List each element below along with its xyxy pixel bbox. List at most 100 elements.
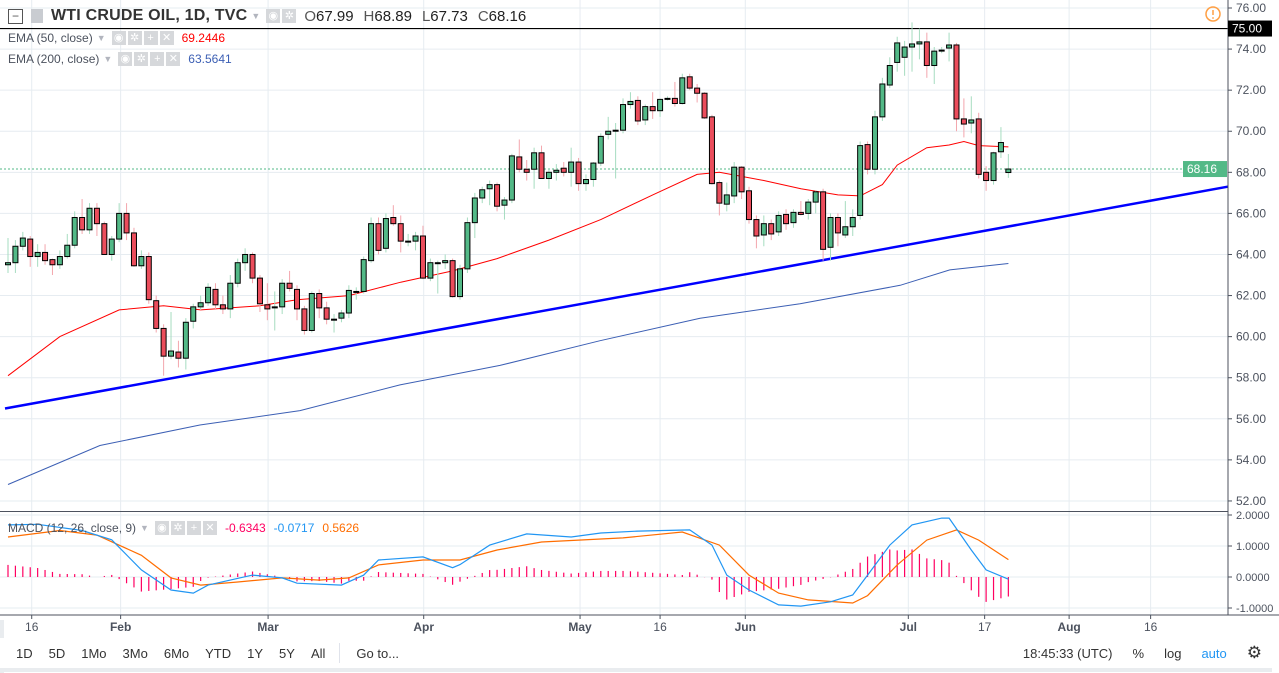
alert-icon[interactable] — [1205, 6, 1221, 22]
gear-icon[interactable]: ✲ — [127, 31, 142, 45]
chevron-down-icon[interactable]: ▼ — [251, 11, 261, 21]
log-toggle[interactable]: log — [1164, 645, 1182, 661]
range-all[interactable]: All — [310, 645, 326, 661]
macd-pane — [7, 517, 1009, 607]
auto-toggle[interactable]: auto — [1201, 645, 1227, 661]
candle-body — [946, 44, 953, 49]
candle-body — [175, 351, 182, 359]
plus-icon[interactable]: + — [186, 521, 201, 535]
time-tick-label: 17 — [978, 620, 992, 634]
gear-icon[interactable]: ✲ — [134, 52, 149, 66]
candle-body — [923, 41, 930, 67]
ema50-legend: EMA (50, close) ▼ ◉ ✲ + ✕ 69.2446 — [8, 31, 225, 45]
candle-body — [694, 87, 701, 94]
time-tick-label: Jun — [735, 620, 756, 634]
price-tick-label: 56.00 — [1236, 412, 1266, 426]
macd-legend: MACD (12, 26, close, 9) ▼ ◉ ✲ + ✕ -0.6343 -… — [8, 521, 359, 535]
time-tick-label: Aug — [1057, 620, 1080, 634]
macd-title[interactable]: MACD (12, 26, close, 9) — [8, 521, 137, 535]
gear-icon[interactable]: ✲ — [170, 521, 185, 535]
candle-body — [605, 130, 612, 135]
eye-icon[interactable]: ◉ — [118, 52, 133, 66]
candle-body — [197, 302, 204, 308]
candle-body — [323, 307, 330, 320]
close-icon[interactable]: ✕ — [159, 31, 174, 45]
candle-body — [642, 106, 649, 121]
candle-body — [620, 104, 627, 131]
time-tick-label: May — [568, 620, 592, 634]
candle-body — [471, 197, 478, 224]
candle-body — [138, 256, 145, 267]
candle-body — [79, 217, 86, 231]
plus-icon[interactable]: + — [150, 52, 165, 66]
macd-tick-label: -1.0000 — [1236, 603, 1273, 615]
candle-body — [405, 240, 412, 243]
candle-body — [909, 43, 916, 48]
chevron-down-icon[interactable]: ▼ — [96, 33, 106, 43]
candle-body — [857, 145, 864, 216]
range-3mo[interactable]: 3Mo — [122, 645, 148, 661]
price-tick-label: 58.00 — [1236, 371, 1266, 385]
candle-body — [212, 288, 219, 306]
macd-tick-label: 1.0000 — [1236, 541, 1270, 553]
candle-body — [49, 259, 56, 266]
range-6mo[interactable]: 6Mo — [163, 645, 190, 661]
range-5y[interactable]: 5Y — [279, 645, 295, 661]
candle-body — [760, 223, 767, 236]
ema200-value: 63.5641 — [188, 52, 232, 66]
hline-price-label-bg — [1228, 20, 1272, 37]
chevron-down-icon[interactable]: ▼ — [103, 54, 113, 64]
candle-body — [679, 77, 686, 105]
candle-body — [108, 238, 115, 255]
candle-body — [797, 211, 804, 215]
range-1mo[interactable]: 1Mo — [81, 645, 107, 661]
macd-signal-line — [7, 529, 1009, 604]
collapse-icon[interactable]: − — [8, 8, 23, 24]
candle-body — [242, 253, 249, 264]
ema50-title[interactable]: EMA (50, close) — [8, 31, 93, 45]
close-icon[interactable]: ✕ — [202, 521, 217, 535]
candle-body — [746, 190, 752, 221]
chevron-down-icon[interactable]: ▼ — [140, 523, 149, 533]
candle-body — [160, 327, 167, 357]
symbol-title[interactable]: WTI CRUDE OIL, 1D, TVC — [51, 7, 248, 24]
divider — [339, 643, 341, 663]
candle-body — [12, 245, 19, 264]
close-icon[interactable]: ✕ — [166, 52, 181, 66]
grid — [0, 0, 1228, 615]
gear-icon[interactable]: ✲ — [282, 9, 297, 23]
range-5d[interactable]: 5D — [48, 645, 66, 661]
candle-body — [968, 119, 975, 124]
candle-body — [190, 306, 197, 322]
candle-body — [464, 222, 471, 270]
eye-icon[interactable]: ◉ — [111, 31, 126, 45]
candle-body — [731, 166, 738, 197]
eye-icon[interactable]: ◉ — [154, 521, 169, 535]
time-tick-label: Apr — [413, 620, 434, 634]
candle-body — [42, 251, 49, 262]
candle-body — [538, 152, 545, 179]
symbol-header: − WTI CRUDE OIL, 1D, TVC ▼ ◉ ✲ O67.99 H68… — [8, 7, 536, 25]
candle-body — [449, 260, 456, 298]
candle-body — [990, 152, 997, 182]
gear-icon[interactable]: ⚙ — [1246, 643, 1262, 662]
candle-body — [671, 97, 678, 105]
range-ytd[interactable]: YTD — [205, 645, 232, 661]
plus-icon[interactable]: + — [143, 31, 158, 45]
candle-body — [708, 116, 715, 185]
range-1y[interactable]: 1Y — [247, 645, 264, 661]
header-buttons: ◉ ✲ — [266, 9, 297, 23]
candle-body — [56, 256, 63, 266]
percent-toggle[interactable]: % — [1132, 645, 1145, 661]
candle-body — [812, 191, 819, 203]
ema200-title[interactable]: EMA (200, close) — [8, 52, 100, 66]
time-tick-label: Feb — [110, 620, 131, 634]
eye-icon[interactable]: ◉ — [266, 9, 281, 23]
candle-body — [101, 223, 108, 255]
price-tick-label: 68.00 — [1236, 165, 1266, 179]
range-1d[interactable]: 1D — [16, 645, 33, 661]
high-value: H68.89 — [363, 7, 412, 25]
goto-button[interactable]: Go to... — [356, 645, 400, 661]
hline-price-label: 75.00 — [1232, 22, 1262, 36]
